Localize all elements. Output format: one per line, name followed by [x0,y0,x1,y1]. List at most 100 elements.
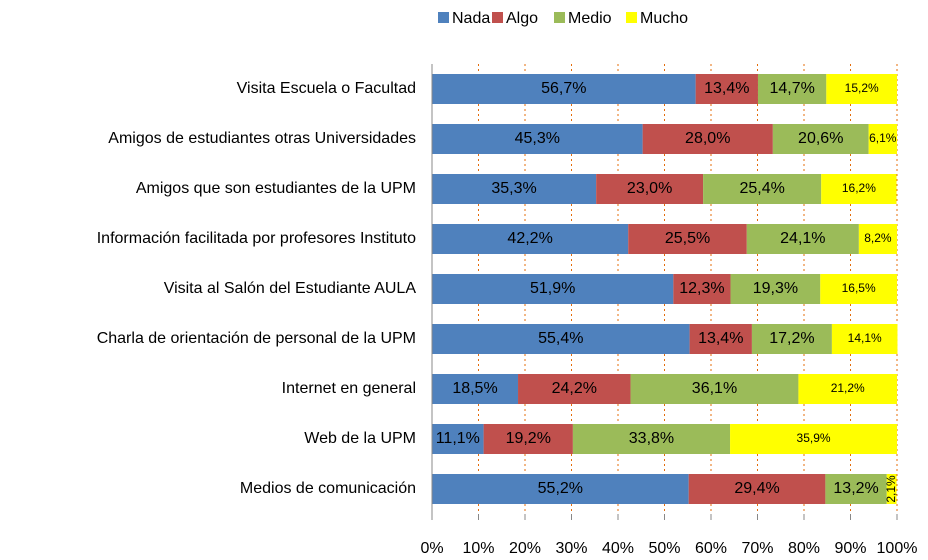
data-label: 56,7% [541,80,586,97]
bar-segment [689,324,752,354]
x-tick-label: 70% [741,540,773,557]
bar-segment [746,224,859,254]
data-label: 33,8% [629,430,674,447]
data-label: 24,1% [780,230,825,247]
bar-segment [730,424,897,454]
bar-segment [825,474,887,504]
bar-segment [432,124,643,154]
x-tick-label: 40% [602,540,634,557]
bar-segment [820,274,897,304]
bar-segment [826,74,897,104]
data-label: 28,0% [685,130,730,147]
legend-swatch [626,12,637,23]
data-label: 25,4% [739,180,784,197]
bar-segment [757,74,827,104]
data-label: 17,2% [769,330,814,347]
y-tick-label: Información facilitada por profesores In… [97,230,416,247]
bar-segment [572,424,731,454]
data-label: 13,4% [698,330,743,347]
legend-swatch [492,12,503,23]
legend-label: Algo [506,10,538,27]
data-label: 19,2% [506,430,551,447]
bar-segment [730,274,821,304]
bar-segment [432,424,484,454]
x-tick-label: 30% [555,540,587,557]
legend-label: Nada [452,10,490,27]
bar-segment [772,124,869,154]
data-label: 29,4% [734,480,779,497]
legend-swatch [438,12,449,23]
data-label: 13,2% [833,480,878,497]
data-label: 55,4% [538,330,583,347]
data-label: 35,9% [797,431,831,445]
y-tick-label: Charla de orientación de personal de la … [97,330,416,347]
bar-segment [798,374,897,404]
x-tick-label: 80% [788,540,820,557]
data-label: 24,2% [552,380,597,397]
data-label: 21,2% [831,381,865,395]
data-label: 15,2% [845,81,879,95]
bar-segment [831,324,898,354]
bar-segment [868,124,897,154]
data-label: 42,2% [507,230,552,247]
bar-segment [695,74,758,104]
x-tick-label: 20% [509,540,541,557]
y-tick-label: Amigos de estudiantes otras Universidade… [108,130,416,147]
data-label: 8,2% [864,231,892,245]
bar-segment [858,224,897,254]
x-tick-label: 50% [648,540,680,557]
data-label: 12,3% [679,280,724,297]
bar-segment [432,474,689,504]
x-tick-label: 10% [462,540,494,557]
data-label: 55,2% [538,480,583,497]
bar-segment [432,174,597,204]
x-tick-label: 60% [695,540,727,557]
data-label: 6,1% [869,131,897,145]
data-label: 25,5% [665,230,710,247]
bar-segment [821,174,897,204]
bar-segment [432,74,696,104]
data-label: 36,1% [692,380,737,397]
bar-segment [673,274,731,304]
bar-segment [596,174,704,204]
y-tick-label: Medios de comunicación [240,480,416,497]
y-tick-label: Visita al Salón del Estudiante AULA [164,280,417,297]
bar-segment [628,224,747,254]
bar-segment [703,174,822,204]
y-tick-label: Internet en general [282,380,416,397]
legend-label: Mucho [640,10,688,27]
y-tick-label: Amigos que son estudiantes de la UPM [136,180,416,197]
data-label: 35,3% [491,180,536,197]
data-label: 16,5% [842,281,876,295]
bar-segment [688,474,826,504]
bar-segment [483,424,573,454]
data-label: 51,9% [530,280,575,297]
y-tick-label: Web de la UPM [304,430,416,447]
bar-segment [518,374,631,404]
data-label: 14,7% [769,80,814,97]
data-label: 13,4% [704,80,749,97]
data-label: 14,1% [848,331,882,345]
x-tick-label: 0% [420,540,443,557]
bar-segment [432,374,519,404]
data-label: 2,1% [884,475,898,503]
bar-segment [751,324,832,354]
bar-segment [432,224,629,254]
bar-segment [642,124,773,154]
data-label: 11,1% [436,430,480,447]
data-label: 18,5% [452,380,497,397]
legend-swatch [554,12,565,23]
y-tick-label: Visita Escuela o Facultad [237,80,416,97]
data-label: 45,3% [515,130,560,147]
data-label: 23,0% [627,180,672,197]
bar-segment [432,274,674,304]
x-tick-label: 90% [834,540,866,557]
data-label: 20,6% [798,130,843,147]
x-tick-label: 100% [877,540,918,557]
legend-label: Medio [568,10,612,27]
data-label: 19,3% [753,280,798,297]
bar-segment [886,474,897,504]
data-label: 16,2% [842,181,876,195]
bar-segment [630,374,799,404]
